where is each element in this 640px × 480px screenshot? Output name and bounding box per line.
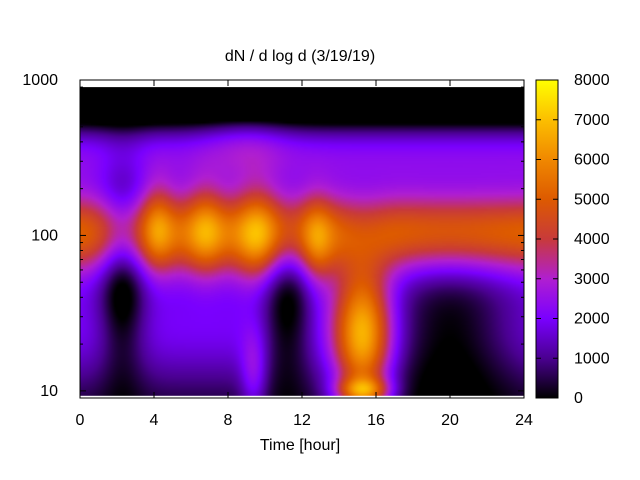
- x-tick-label: 12: [293, 412, 311, 429]
- x-tick-label: 4: [150, 412, 159, 429]
- x-tick-label: 16: [367, 412, 385, 429]
- colorbar-tick-label: 2000: [574, 311, 610, 328]
- colorbar-tick-label: 5000: [574, 191, 610, 208]
- x-tick-label: 0: [76, 412, 85, 429]
- x-tick-label: 20: [441, 412, 459, 429]
- colorbar: 8000 7000 6000 5000 4000 3000 2000 1000 0: [535, 72, 610, 407]
- heatmap-image: [80, 87, 524, 396]
- x-tick-label: 8: [224, 412, 233, 429]
- colorbar-tick-label: 6000: [574, 152, 610, 169]
- y-tick-label: 100: [31, 227, 58, 244]
- y-axis: 1000 100 10: [22, 72, 524, 400]
- colorbar-tick-label: 4000: [574, 231, 610, 248]
- plot-area: [79, 79, 525, 399]
- colorbar-gradient: [536, 80, 558, 398]
- colorbar-ticks: 8000 7000 6000 5000 4000 3000 2000 1000 0: [536, 72, 610, 407]
- colorbar-tick-label: 1000: [574, 350, 610, 367]
- colorbar-tick-label: 0: [574, 390, 583, 407]
- colorbar-tick-label: 3000: [574, 271, 610, 288]
- colorbar-tick-label: 7000: [574, 112, 610, 129]
- chart-title: dN / d log d (3/19/19): [225, 48, 375, 65]
- y-tick-label: 10: [40, 383, 58, 400]
- y-tick-label: 1000: [22, 72, 58, 89]
- x-tick-label: 24: [515, 412, 533, 429]
- colorbar-tick-label: 8000: [574, 72, 610, 89]
- x-axis-label: Time [hour]: [260, 437, 340, 454]
- x-axis: 0 4 8 12 16 20 24: [76, 80, 533, 429]
